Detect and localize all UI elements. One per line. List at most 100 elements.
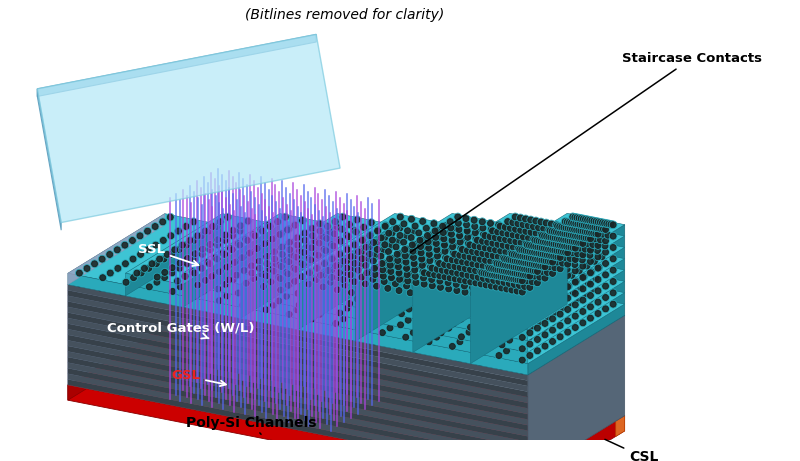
Circle shape (562, 230, 568, 237)
Circle shape (494, 284, 499, 290)
Circle shape (410, 254, 417, 260)
Polygon shape (240, 213, 625, 330)
Circle shape (459, 259, 466, 265)
Circle shape (442, 331, 447, 336)
Circle shape (512, 214, 518, 220)
Circle shape (532, 240, 538, 247)
Circle shape (548, 352, 552, 356)
Circle shape (550, 316, 556, 322)
Circle shape (162, 265, 166, 269)
Circle shape (519, 278, 526, 284)
Circle shape (316, 324, 321, 328)
Circle shape (332, 219, 338, 225)
Circle shape (559, 260, 566, 266)
Circle shape (456, 301, 462, 307)
Circle shape (519, 296, 525, 302)
Circle shape (534, 270, 540, 276)
Circle shape (481, 271, 487, 277)
Circle shape (279, 244, 285, 250)
Circle shape (238, 286, 243, 290)
Circle shape (563, 254, 569, 260)
Circle shape (374, 228, 381, 234)
Circle shape (91, 261, 98, 267)
Circle shape (235, 241, 241, 247)
Circle shape (562, 254, 568, 260)
Circle shape (546, 250, 553, 256)
Circle shape (494, 278, 500, 284)
Circle shape (543, 258, 550, 264)
Circle shape (490, 239, 495, 245)
Circle shape (222, 281, 229, 287)
Circle shape (340, 316, 346, 322)
Circle shape (518, 301, 523, 307)
Circle shape (425, 239, 431, 245)
Circle shape (492, 319, 496, 323)
Circle shape (444, 256, 450, 262)
Circle shape (433, 318, 439, 324)
Circle shape (406, 301, 411, 307)
Circle shape (438, 271, 443, 277)
Circle shape (498, 241, 503, 247)
Circle shape (301, 266, 307, 272)
Circle shape (385, 267, 391, 273)
Circle shape (463, 282, 470, 289)
Circle shape (346, 221, 353, 228)
Circle shape (508, 262, 514, 268)
Circle shape (453, 275, 458, 281)
Circle shape (431, 305, 437, 311)
Circle shape (510, 232, 516, 238)
Circle shape (450, 257, 455, 263)
Circle shape (337, 250, 343, 256)
Circle shape (572, 245, 578, 251)
Circle shape (404, 272, 410, 278)
Circle shape (168, 226, 172, 230)
Circle shape (563, 225, 569, 231)
Circle shape (404, 293, 410, 299)
Circle shape (355, 307, 362, 313)
Circle shape (454, 214, 461, 220)
Circle shape (472, 241, 478, 247)
Circle shape (486, 301, 493, 307)
Circle shape (474, 284, 481, 290)
Circle shape (373, 256, 379, 262)
Circle shape (402, 316, 408, 322)
Circle shape (331, 247, 338, 254)
Circle shape (493, 301, 499, 307)
Circle shape (354, 269, 361, 275)
Circle shape (392, 286, 398, 292)
Circle shape (445, 253, 451, 259)
Circle shape (581, 235, 587, 241)
Circle shape (547, 228, 553, 234)
Circle shape (207, 265, 214, 271)
Circle shape (411, 228, 417, 234)
Circle shape (528, 255, 534, 261)
Circle shape (224, 264, 230, 270)
Circle shape (565, 318, 570, 324)
Circle shape (259, 228, 266, 234)
Circle shape (389, 302, 395, 309)
Circle shape (541, 257, 547, 264)
Circle shape (214, 256, 220, 262)
Circle shape (394, 257, 401, 264)
Circle shape (429, 277, 434, 283)
Circle shape (386, 278, 391, 284)
Circle shape (537, 244, 543, 250)
Circle shape (546, 244, 552, 250)
Circle shape (519, 293, 526, 299)
Circle shape (509, 319, 515, 325)
Circle shape (457, 250, 462, 256)
Circle shape (329, 256, 335, 262)
Circle shape (441, 330, 447, 336)
Circle shape (246, 267, 251, 273)
Circle shape (502, 311, 509, 317)
Circle shape (466, 329, 472, 335)
Circle shape (529, 235, 535, 241)
Circle shape (480, 225, 486, 231)
Circle shape (275, 274, 282, 280)
Circle shape (572, 244, 578, 250)
Circle shape (323, 251, 329, 257)
Circle shape (225, 243, 229, 248)
Circle shape (378, 271, 385, 277)
Circle shape (551, 241, 557, 247)
Circle shape (519, 277, 525, 283)
